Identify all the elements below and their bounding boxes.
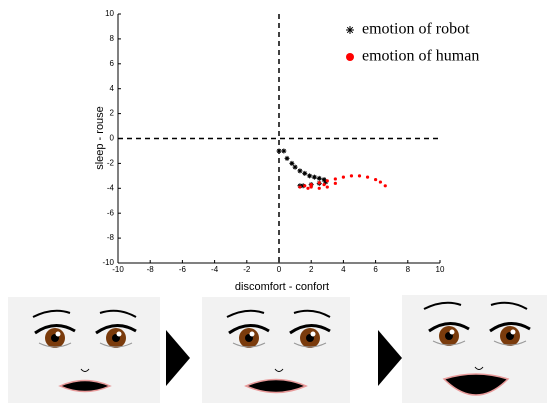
point xyxy=(302,171,307,176)
point xyxy=(285,156,290,161)
x-tick-label: -10 xyxy=(112,265,124,274)
y-tick-label: -10 xyxy=(102,258,114,267)
point xyxy=(374,178,377,181)
legend-label: emotion of human xyxy=(362,48,479,65)
figure: discomfort - confort sleep - rouse -10 -8… xyxy=(0,0,547,403)
point xyxy=(366,175,369,178)
y-tick-label: -8 xyxy=(107,233,115,242)
legend-marker xyxy=(346,26,354,34)
arrow xyxy=(166,330,190,386)
arrow xyxy=(378,330,402,386)
x-tick-label: 2 xyxy=(309,265,314,274)
x-tick-label: -8 xyxy=(147,265,155,274)
y-tick-label: -4 xyxy=(107,183,115,192)
point xyxy=(317,176,322,181)
y-tick-label: 0 xyxy=(110,134,115,143)
y-tick-label: 4 xyxy=(110,84,115,93)
point xyxy=(350,174,353,177)
point xyxy=(342,175,345,178)
point xyxy=(298,185,301,188)
x-tick-label: -4 xyxy=(211,265,219,274)
x-tick-label: 10 xyxy=(436,265,445,274)
legend-label: emotion of robot xyxy=(362,21,470,38)
point xyxy=(277,148,282,153)
point xyxy=(318,187,321,190)
point xyxy=(293,165,298,170)
point xyxy=(358,174,361,177)
y-tick-label: -2 xyxy=(107,159,115,168)
y-tick-label: 8 xyxy=(110,34,115,43)
point xyxy=(303,184,306,187)
point xyxy=(326,185,329,188)
point xyxy=(318,181,321,184)
x-tick-label: -2 xyxy=(243,265,251,274)
y-axis-title: sleep - rouse xyxy=(94,106,106,170)
point xyxy=(281,148,286,153)
y-tick-label: 10 xyxy=(105,9,114,18)
y-tick-label: 6 xyxy=(110,59,115,68)
x-tick-label: -6 xyxy=(179,265,187,274)
point xyxy=(334,182,337,185)
face-neutral xyxy=(8,297,160,403)
point xyxy=(306,187,309,190)
point xyxy=(307,173,312,178)
point xyxy=(326,179,329,182)
face-mild xyxy=(202,297,350,403)
point xyxy=(384,184,387,187)
x-tick-label: 6 xyxy=(373,265,378,274)
x-tick-label: 4 xyxy=(341,265,346,274)
face-happy xyxy=(402,295,547,403)
x-tick-label: 8 xyxy=(406,265,411,274)
y-tick-label: 2 xyxy=(110,109,115,118)
point xyxy=(297,168,302,173)
point xyxy=(379,180,382,183)
x-axis-title: discomfort - confort xyxy=(235,281,329,293)
x-tick-label: 0 xyxy=(277,265,282,274)
point xyxy=(322,183,325,186)
point xyxy=(310,185,313,188)
y-tick-label: -6 xyxy=(107,208,115,217)
legend-marker xyxy=(346,53,354,61)
point xyxy=(334,177,337,180)
point xyxy=(312,175,317,180)
